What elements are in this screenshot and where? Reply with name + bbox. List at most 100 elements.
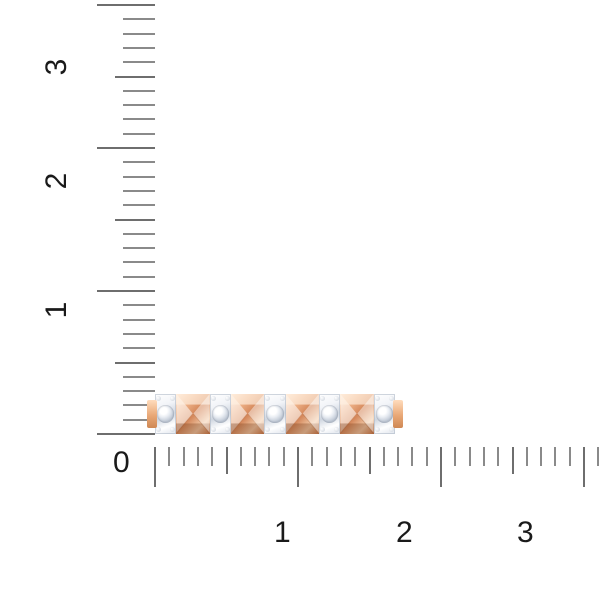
vertical-tick-0.4 bbox=[123, 375, 155, 378]
prong-4 bbox=[388, 427, 394, 432]
prong-4 bbox=[334, 427, 340, 432]
vertical-tick-0.0 bbox=[97, 433, 155, 435]
horizontal-tick-1.0 bbox=[297, 447, 299, 487]
prong-1 bbox=[319, 396, 325, 401]
vertical-tick-1.1 bbox=[123, 275, 155, 278]
prong-1 bbox=[265, 396, 271, 401]
diamond-stone bbox=[266, 405, 284, 423]
vertical-tick-2.0 bbox=[97, 147, 155, 149]
prong-4 bbox=[279, 427, 285, 432]
horizontal-tick-0.1 bbox=[168, 447, 171, 466]
vertical-tick-1.8 bbox=[123, 175, 155, 178]
diamond-2 bbox=[209, 394, 232, 434]
vertical-tick-3.0 bbox=[97, 4, 155, 6]
gold-facet-3 bbox=[285, 394, 319, 434]
prong-1 bbox=[374, 396, 380, 401]
diamond-4 bbox=[318, 394, 341, 434]
horizontal-tick-2.4 bbox=[497, 447, 500, 466]
prong-2 bbox=[156, 427, 161, 432]
vertical-tick-1.3 bbox=[123, 247, 155, 250]
vertical-tick-2.3 bbox=[123, 104, 155, 107]
horizontal-tick-2.5 bbox=[511, 447, 514, 474]
prong-2 bbox=[374, 427, 380, 432]
horizontal-tick-3.1 bbox=[597, 447, 600, 466]
horizontal-tick-2.2 bbox=[468, 447, 471, 466]
horizontal-tick-3.0 bbox=[583, 447, 585, 487]
vertical-tick-0.1 bbox=[123, 418, 155, 421]
horizontal-tick-label-2: 2 bbox=[396, 516, 413, 549]
horizontal-tick-1.4 bbox=[354, 447, 357, 466]
horizontal-tick-0.6 bbox=[239, 447, 242, 466]
horizontal-tick-1.6 bbox=[382, 447, 385, 466]
gold-top-highlight bbox=[340, 394, 374, 434]
horizontal-tick-0.9 bbox=[282, 447, 285, 466]
prong-3 bbox=[225, 396, 231, 401]
horizontal-tick-0.5 bbox=[225, 447, 228, 474]
horizontal-tick-1.2 bbox=[325, 447, 328, 466]
horizontal-tick-2.0 bbox=[440, 447, 442, 487]
gold-facet-2 bbox=[231, 394, 265, 434]
vertical-tick-0.5 bbox=[115, 361, 155, 364]
horizontal-tick-1.9 bbox=[425, 447, 428, 466]
horizontal-tick-0.8 bbox=[268, 447, 271, 466]
gold-facet-1 bbox=[176, 394, 210, 434]
horizontal-tick-1.8 bbox=[411, 447, 414, 466]
diamond-stone bbox=[375, 405, 393, 423]
vertical-tick-2.1 bbox=[123, 132, 155, 135]
band-end-left bbox=[147, 400, 157, 428]
horizontal-tick-2.7 bbox=[540, 447, 543, 466]
vertical-tick-2.8 bbox=[123, 32, 155, 35]
prong-4 bbox=[225, 427, 231, 432]
diamond-1 bbox=[155, 394, 177, 434]
horizontal-tick-2.6 bbox=[525, 447, 528, 466]
vertical-tick-1.9 bbox=[123, 161, 155, 164]
diamond-stone bbox=[157, 405, 175, 423]
vertical-tick-2.5 bbox=[115, 75, 155, 78]
horizontal-tick-1.3 bbox=[339, 447, 342, 466]
diamond-3 bbox=[264, 394, 286, 434]
vertical-tick-1.0 bbox=[97, 290, 155, 292]
diamond-stone bbox=[320, 405, 339, 423]
vertical-tick-1.7 bbox=[123, 189, 155, 192]
vertical-tick-1.4 bbox=[123, 232, 155, 235]
vertical-tick-1.2 bbox=[123, 261, 155, 264]
horizontal-tick-2.9 bbox=[568, 447, 571, 466]
prong-3 bbox=[388, 396, 394, 401]
prong-2 bbox=[319, 427, 325, 432]
vertical-tick-0.2 bbox=[123, 404, 155, 407]
horizontal-tick-0.2 bbox=[182, 447, 185, 466]
gold-top-highlight bbox=[176, 394, 210, 434]
vertical-tick-2.7 bbox=[123, 46, 155, 49]
horizontal-tick-1.5 bbox=[368, 447, 371, 474]
horizontal-tick-2.1 bbox=[454, 447, 457, 466]
vertical-tick-label-1: 1 bbox=[40, 301, 73, 319]
prong-2 bbox=[210, 427, 216, 432]
gold-top-highlight bbox=[231, 394, 265, 434]
horizontal-tick-0.4 bbox=[211, 447, 214, 466]
diamond-stone bbox=[211, 405, 230, 423]
vertical-tick-0.8 bbox=[123, 318, 155, 321]
ring-band bbox=[155, 394, 395, 434]
gold-facet-4 bbox=[340, 394, 374, 434]
horizontal-tick-2.3 bbox=[482, 447, 485, 466]
horizontal-tick-2.8 bbox=[554, 447, 557, 466]
prong-3 bbox=[170, 396, 176, 401]
vertical-tick-0.9 bbox=[123, 304, 155, 307]
horizontal-tick-0.0 bbox=[154, 447, 156, 487]
ring-product-image bbox=[147, 394, 403, 434]
vertical-tick-1.5 bbox=[115, 218, 155, 221]
prong-1 bbox=[156, 396, 161, 401]
origin-tick-label-0: 0 bbox=[113, 446, 130, 479]
prong-3 bbox=[334, 396, 340, 401]
horizontal-tick-0.7 bbox=[254, 447, 257, 466]
horizontal-tick-label-3: 3 bbox=[517, 516, 534, 549]
vertical-tick-0.7 bbox=[123, 332, 155, 335]
vertical-tick-2.4 bbox=[123, 89, 155, 92]
vertical-tick-2.6 bbox=[123, 61, 155, 64]
horizontal-tick-label-1: 1 bbox=[274, 516, 291, 549]
horizontal-tick-0.3 bbox=[196, 447, 199, 466]
prong-3 bbox=[279, 396, 285, 401]
vertical-tick-0.6 bbox=[123, 347, 155, 350]
vertical-tick-0.3 bbox=[123, 390, 155, 393]
